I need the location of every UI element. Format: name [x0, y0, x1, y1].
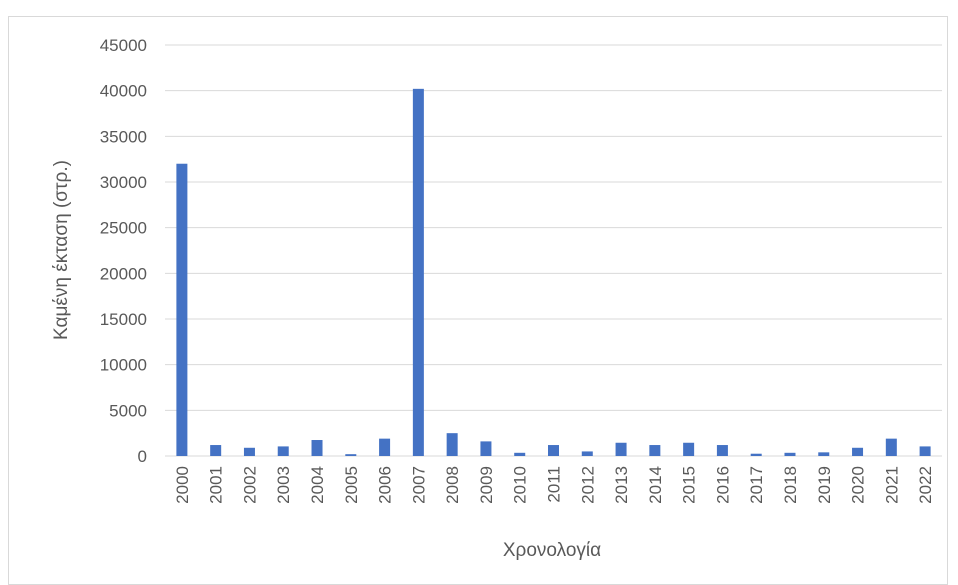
bar-2011 — [548, 445, 559, 456]
x-tick-label: 2008 — [443, 466, 462, 504]
bar-2002 — [243, 447, 255, 456]
x-tick-label: 2000 — [173, 466, 192, 504]
x-tick-label: 2019 — [815, 466, 834, 504]
y-axis-title: Καμένη έκταση (στρ.) — [51, 160, 72, 340]
bar-2005 — [345, 454, 357, 456]
x-tick-label: 2020 — [849, 466, 868, 504]
x-tick-label: 2009 — [477, 466, 496, 504]
x-tick-label: 2003 — [274, 466, 293, 504]
x-tick-label: 2007 — [409, 466, 428, 504]
bars — [176, 88, 931, 456]
y-tick-label: 15000 — [100, 310, 147, 329]
bar-2021 — [885, 438, 897, 456]
y-tick-label: 35000 — [100, 127, 147, 146]
bar-2010 — [514, 452, 526, 456]
x-tick-label: 2012 — [578, 466, 597, 504]
bar-2016 — [716, 445, 728, 456]
x-tick-label: 2017 — [747, 466, 766, 504]
bar-2020 — [852, 447, 864, 456]
y-tick-label: 25000 — [100, 219, 147, 238]
y-tick-label: 40000 — [100, 82, 147, 101]
y-tick-label: 5000 — [109, 401, 147, 420]
bar-2012 — [581, 451, 593, 456]
x-tick-label: 2002 — [240, 466, 259, 504]
chart-frame — [8, 16, 948, 585]
bar-2006 — [379, 438, 391, 456]
bar-2022 — [919, 446, 931, 456]
bar-2017 — [750, 453, 762, 456]
bar-2019 — [818, 452, 830, 456]
bar-2009 — [480, 441, 492, 456]
x-tick-label: 2021 — [882, 466, 901, 504]
x-tick-label: 2001 — [207, 466, 226, 504]
x-tick-label: 2006 — [376, 466, 395, 504]
x-tick-labels: 2000 2001 2002 2003 2004 2005 2006 2007 2008 2009… — [173, 466, 935, 504]
x-tick-label: 2018 — [781, 466, 800, 504]
y-tick-label: 20000 — [100, 264, 147, 283]
x-tick-label: 2004 — [308, 466, 327, 504]
bar-2018 — [784, 452, 796, 456]
y-tick-label: 45000 — [100, 36, 147, 55]
x-tick-label: 2005 — [342, 466, 361, 504]
x-tick-label: 2016 — [713, 466, 732, 504]
bar-2003 — [277, 446, 289, 456]
x-tick-label: 2010 — [511, 466, 530, 504]
bar-2008 — [446, 433, 458, 456]
y-tick-labels: 0 5000 10000 15000 20000 25000 30000 35000 40000… — [100, 36, 147, 466]
bar-2001 — [210, 445, 222, 456]
x-axis-title: Χρονολογία — [503, 540, 601, 561]
y-tick-label: 30000 — [100, 173, 147, 192]
bar-2015 — [683, 442, 695, 456]
y-tick-label: 10000 — [100, 356, 147, 375]
y-tick-label: 0 — [138, 447, 147, 466]
gridlines — [165, 44, 942, 457]
x-tick-label: 2014 — [646, 466, 665, 504]
x-tick-label: 2013 — [612, 466, 631, 504]
x-tick-label: 2011 — [545, 466, 564, 503]
bar-2004 — [311, 440, 323, 456]
x-tick-label: 2015 — [680, 466, 699, 504]
x-tick-label: 2022 — [916, 466, 935, 504]
bar-2007 — [412, 88, 424, 456]
bar-2014 — [649, 445, 661, 456]
bar-2000 — [176, 163, 188, 456]
bar-2013 — [615, 442, 627, 456]
